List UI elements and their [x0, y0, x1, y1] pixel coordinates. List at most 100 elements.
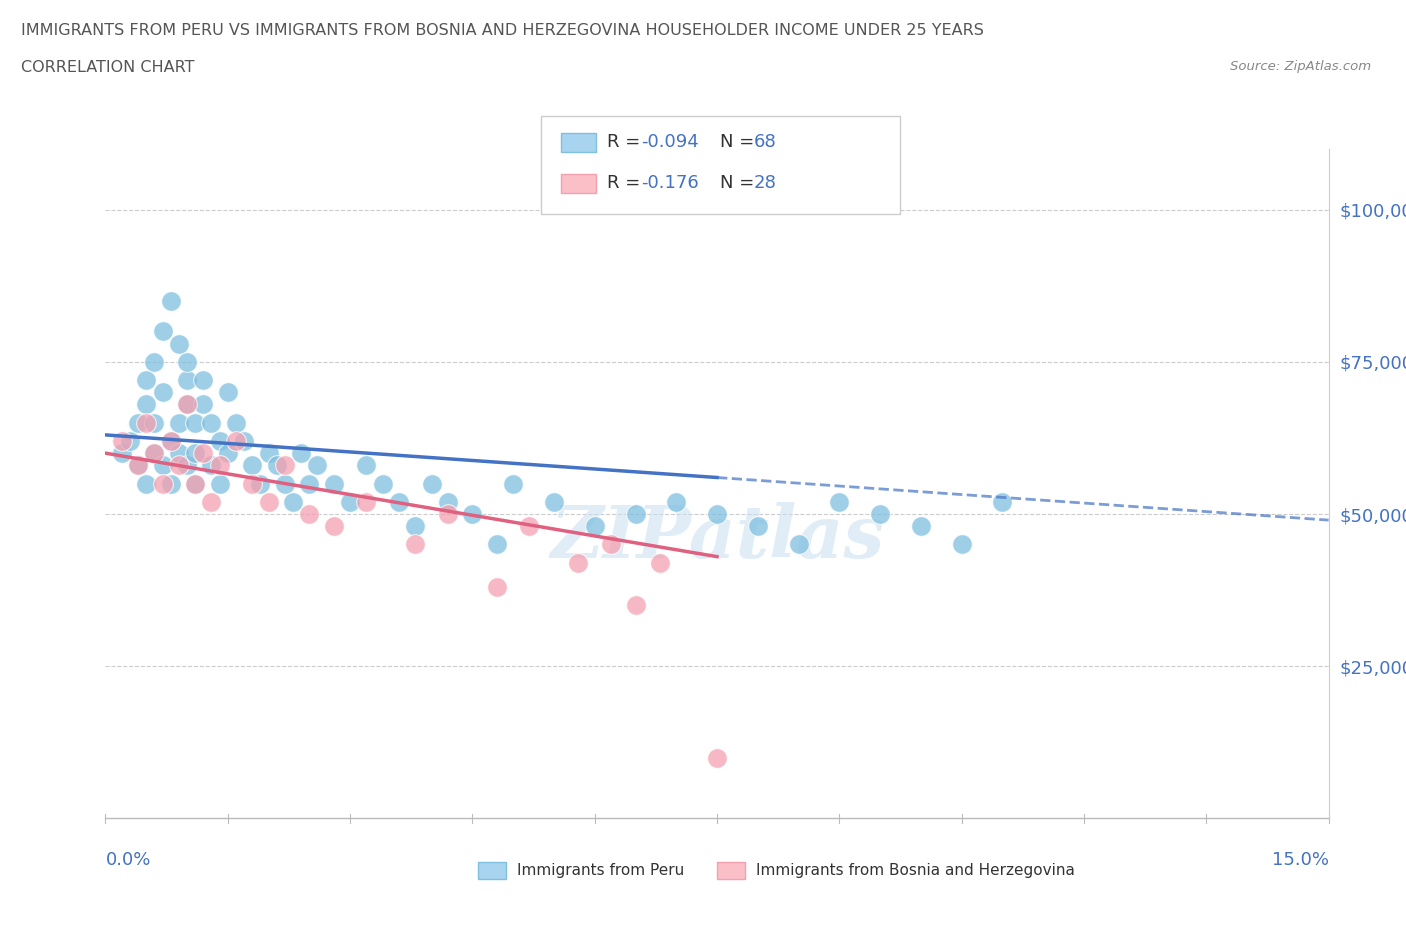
Point [208, 433, 231, 448]
Text: R =: R = [607, 174, 647, 193]
Point [208, 476, 231, 491]
Point [437, 495, 460, 510]
Point [950, 537, 973, 551]
Text: 15.0%: 15.0% [1271, 851, 1329, 869]
Point [143, 445, 166, 460]
Point [176, 373, 198, 388]
Point [167, 445, 190, 460]
Point [118, 433, 141, 448]
Text: 0.0%: 0.0% [105, 851, 150, 869]
Text: CORRELATION CHART: CORRELATION CHART [21, 60, 194, 75]
Point [111, 433, 134, 448]
Point [298, 476, 321, 491]
Point [543, 495, 565, 510]
Point [240, 476, 263, 491]
Point [706, 507, 728, 522]
Text: Immigrants from Peru: Immigrants from Peru [517, 863, 685, 878]
Point [135, 373, 157, 388]
Text: Source: ZipAtlas.com: Source: ZipAtlas.com [1230, 60, 1371, 73]
Point [200, 416, 222, 431]
Point [910, 519, 932, 534]
Point [290, 445, 312, 460]
Text: -0.176: -0.176 [641, 174, 699, 193]
Text: Immigrants from Bosnia and Herzegovina: Immigrants from Bosnia and Herzegovina [756, 863, 1076, 878]
Point [461, 507, 484, 522]
Point [208, 458, 231, 472]
Point [184, 445, 207, 460]
Point [135, 416, 157, 431]
Point [266, 458, 288, 472]
Point [307, 458, 329, 472]
Point [233, 433, 256, 448]
Point [356, 458, 378, 472]
Point [152, 385, 174, 400]
Point [152, 324, 174, 339]
Point [322, 476, 344, 491]
Point [143, 354, 166, 369]
Point [339, 495, 361, 510]
Point [143, 445, 166, 460]
Point [828, 495, 851, 510]
Point [200, 458, 222, 472]
Point [485, 579, 508, 594]
Point [184, 476, 207, 491]
Point [624, 507, 647, 522]
Text: N =: N = [720, 133, 759, 152]
Point [217, 385, 239, 400]
Point [225, 416, 247, 431]
Point [176, 458, 198, 472]
Point [274, 458, 297, 472]
Text: 68: 68 [754, 133, 776, 152]
Text: -0.094: -0.094 [641, 133, 699, 152]
Point [111, 445, 134, 460]
Point [176, 397, 198, 412]
Point [420, 476, 443, 491]
Point [706, 751, 728, 765]
Point [217, 445, 239, 460]
Point [193, 373, 215, 388]
Point [869, 507, 891, 522]
Text: N =: N = [720, 174, 759, 193]
Point [281, 495, 304, 510]
Text: 28: 28 [754, 174, 776, 193]
Point [127, 458, 149, 472]
Point [225, 433, 247, 448]
Point [167, 458, 190, 472]
Point [274, 476, 297, 491]
Point [159, 433, 181, 448]
Point [388, 495, 411, 510]
Point [159, 476, 181, 491]
Point [135, 476, 157, 491]
Point [193, 397, 215, 412]
Point [583, 519, 606, 534]
Point [257, 445, 280, 460]
Point [665, 495, 688, 510]
Point [143, 416, 166, 431]
Point [298, 507, 321, 522]
Point [600, 537, 623, 551]
Point [167, 416, 190, 431]
Point [371, 476, 394, 491]
Point [200, 495, 222, 510]
Point [167, 336, 190, 351]
Point [184, 416, 207, 431]
Text: R =: R = [607, 133, 647, 152]
Point [176, 397, 198, 412]
Point [127, 416, 149, 431]
Point [159, 433, 181, 448]
Point [240, 458, 263, 472]
Point [257, 495, 280, 510]
Point [404, 537, 426, 551]
Point [437, 507, 460, 522]
Point [519, 519, 541, 534]
Point [322, 519, 344, 534]
Point [787, 537, 810, 551]
Text: IMMIGRANTS FROM PERU VS IMMIGRANTS FROM BOSNIA AND HERZEGOVINA HOUSEHOLDER INCOM: IMMIGRANTS FROM PERU VS IMMIGRANTS FROM … [21, 23, 984, 38]
Point [135, 397, 157, 412]
Text: ZIPatlas: ZIPatlas [550, 501, 884, 573]
Point [152, 476, 174, 491]
Point [567, 555, 589, 570]
Point [152, 458, 174, 472]
Point [127, 458, 149, 472]
Point [485, 537, 508, 551]
